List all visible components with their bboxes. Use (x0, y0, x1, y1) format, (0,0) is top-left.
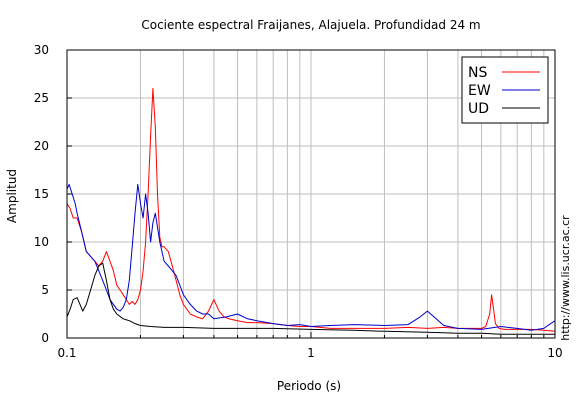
y-tick-label: 0 (41, 331, 49, 345)
legend-label-ew: EW (468, 83, 491, 99)
series-line-ns (66, 87, 556, 332)
y-tick-label: 25 (34, 91, 49, 105)
y-tick-label: 30 (34, 43, 49, 57)
x-tick-label: 1 (307, 346, 315, 360)
x-axis-title: Periodo (s) (277, 379, 341, 393)
legend-label-ud: UD (468, 101, 489, 117)
series-layer (66, 87, 556, 335)
y-axis-title: Amplitud (5, 169, 19, 223)
legend-label-ns: NS (468, 65, 487, 81)
y-tick-label: 20 (34, 139, 49, 153)
x-tick-label: 0.1 (57, 346, 76, 360)
chart-title: Cociente espectral Fraijanes, Alajuela. … (141, 18, 480, 32)
credit-url: http://www.lis.ucr.ac.cr (559, 215, 572, 341)
series-line-ud (66, 262, 555, 335)
legend: NS EW UD (461, 56, 549, 124)
grid (67, 50, 555, 338)
x-tick-label: 10 (547, 346, 562, 360)
y-tick-label: 15 (34, 187, 49, 201)
series-line-ew (66, 183, 556, 331)
y-tick-label: 5 (41, 283, 49, 297)
y-tick-label: 10 (34, 235, 49, 249)
axes: 0.1 1 10 0 5 10 15 20 25 30 (34, 43, 563, 360)
